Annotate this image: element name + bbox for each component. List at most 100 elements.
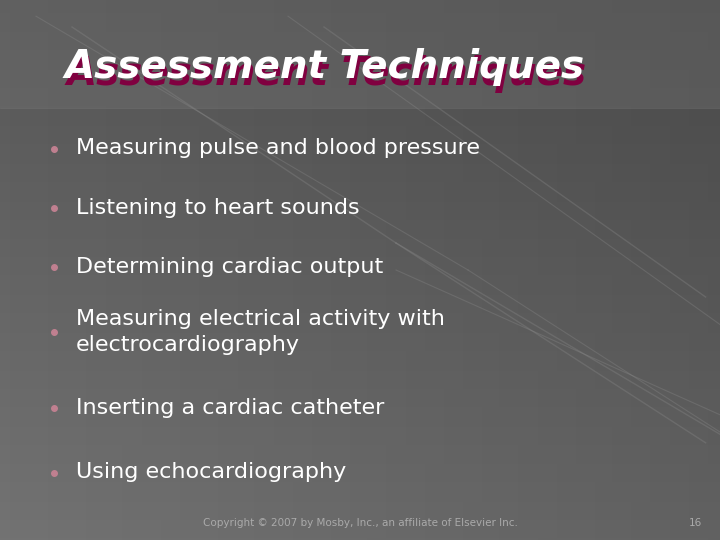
Bar bbox=[0, 31, 720, 32]
Bar bbox=[0, 390, 720, 393]
Bar bbox=[0, 187, 720, 189]
Bar bbox=[600, 0, 603, 540]
Bar bbox=[0, 430, 720, 432]
Bar bbox=[0, 182, 720, 184]
Bar bbox=[204, 0, 207, 540]
Bar bbox=[0, 355, 720, 356]
Bar bbox=[415, 0, 418, 540]
Bar bbox=[132, 0, 135, 540]
Bar bbox=[389, 0, 391, 540]
Bar bbox=[0, 471, 720, 474]
Bar bbox=[0, 211, 720, 212]
Bar bbox=[120, 0, 122, 540]
Bar bbox=[0, 538, 720, 540]
Bar bbox=[0, 299, 720, 301]
Bar bbox=[621, 0, 624, 540]
Bar bbox=[0, 339, 720, 340]
Bar bbox=[0, 150, 720, 151]
Text: Listening to heart sounds: Listening to heart sounds bbox=[76, 198, 359, 218]
Bar bbox=[0, 85, 720, 86]
Bar bbox=[610, 0, 612, 540]
Bar bbox=[324, 0, 326, 540]
Bar bbox=[0, 398, 720, 400]
Bar bbox=[0, 191, 720, 193]
Bar bbox=[290, 0, 293, 540]
Bar bbox=[554, 0, 557, 540]
Bar bbox=[0, 4, 720, 5]
Bar bbox=[0, 131, 720, 133]
Bar bbox=[0, 374, 720, 376]
Bar bbox=[0, 479, 720, 481]
Bar bbox=[310, 0, 312, 540]
Bar bbox=[0, 497, 720, 498]
Bar bbox=[0, 117, 720, 119]
Bar bbox=[547, 0, 549, 540]
Bar bbox=[701, 0, 703, 540]
Bar bbox=[0, 358, 720, 360]
Bar bbox=[0, 212, 720, 214]
Bar bbox=[0, 16, 720, 18]
Bar bbox=[718, 0, 720, 540]
Bar bbox=[0, 42, 720, 43]
Bar bbox=[223, 0, 225, 540]
Bar bbox=[0, 513, 720, 515]
Bar bbox=[0, 416, 720, 417]
Bar bbox=[408, 0, 410, 540]
Bar bbox=[360, 0, 362, 540]
Text: Measuring electrical activity with
electrocardiography: Measuring electrical activity with elect… bbox=[76, 309, 444, 355]
Bar bbox=[0, 254, 720, 255]
Bar bbox=[0, 239, 720, 241]
Bar bbox=[315, 0, 317, 540]
Bar bbox=[0, 301, 720, 302]
Bar bbox=[0, 245, 720, 247]
Bar bbox=[535, 0, 538, 540]
Bar bbox=[0, 320, 720, 322]
Bar bbox=[454, 0, 456, 540]
Bar bbox=[300, 0, 302, 540]
Bar bbox=[122, 0, 125, 540]
Bar bbox=[0, 279, 720, 281]
Bar bbox=[0, 437, 720, 439]
Bar bbox=[0, 69, 720, 70]
Bar bbox=[0, 201, 720, 204]
Bar bbox=[0, 32, 720, 34]
Bar bbox=[343, 0, 346, 540]
Bar bbox=[0, 286, 720, 288]
Bar bbox=[0, 241, 720, 243]
Bar bbox=[146, 0, 149, 540]
Bar bbox=[355, 0, 358, 540]
Bar bbox=[17, 0, 19, 540]
Bar bbox=[684, 0, 686, 540]
Bar bbox=[657, 0, 660, 540]
Bar bbox=[0, 378, 720, 380]
Bar bbox=[0, 290, 720, 292]
Bar bbox=[713, 0, 715, 540]
Bar bbox=[0, 277, 720, 279]
Bar bbox=[675, 0, 677, 540]
Bar bbox=[0, 5, 720, 7]
Bar bbox=[0, 498, 720, 501]
Bar bbox=[0, 49, 720, 50]
Bar bbox=[540, 0, 542, 540]
Bar bbox=[0, 387, 720, 389]
Bar bbox=[0, 452, 720, 454]
Bar bbox=[135, 0, 137, 540]
Bar bbox=[425, 0, 427, 540]
Bar bbox=[451, 0, 454, 540]
Bar bbox=[74, 0, 77, 540]
Bar bbox=[706, 0, 708, 540]
Bar bbox=[228, 0, 230, 540]
Bar bbox=[187, 0, 189, 540]
Bar bbox=[0, 282, 720, 285]
Bar bbox=[319, 0, 322, 540]
Bar bbox=[0, 275, 720, 277]
Bar bbox=[0, 312, 720, 313]
Bar bbox=[698, 0, 701, 540]
Bar bbox=[0, 439, 720, 441]
Bar bbox=[0, 96, 720, 97]
Bar bbox=[0, 130, 720, 131]
Bar bbox=[480, 0, 482, 540]
Bar bbox=[711, 0, 713, 540]
Bar bbox=[593, 0, 595, 540]
Bar bbox=[180, 0, 182, 540]
